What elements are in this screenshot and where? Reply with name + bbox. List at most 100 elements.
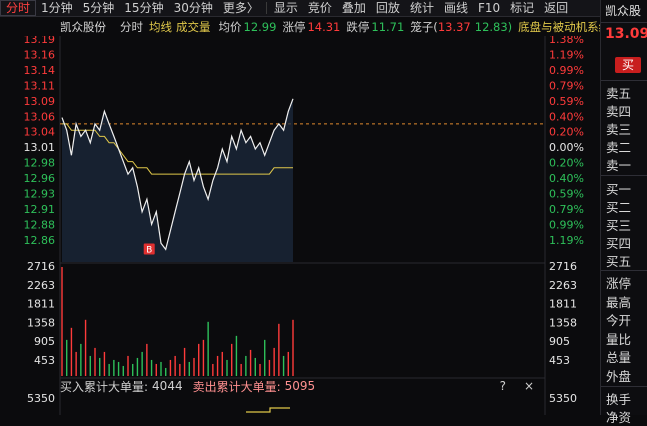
volume-tick-label-right: 453 xyxy=(549,354,570,367)
tab-1[interactable]: 1分钟 xyxy=(41,1,73,15)
large-order-indicator-line xyxy=(246,407,290,413)
sell-level-1[interactable]: 卖一 xyxy=(606,158,632,173)
price-tick-label: 13.01 xyxy=(24,141,56,154)
percent-tick-label: 0.79% xyxy=(549,79,584,92)
sell-level-2[interactable]: 卖二 xyxy=(606,140,632,155)
volume-tick-label: 2716 xyxy=(27,260,55,273)
stat-label-0: 涨停 xyxy=(606,276,632,291)
percent-tick-label: 0.99% xyxy=(549,218,584,231)
extra-label-0: 换手 xyxy=(606,391,632,407)
volume-label[interactable]: 成交量 xyxy=(176,20,211,34)
extra-label-1: 净资 xyxy=(606,409,632,425)
tab-12[interactable]: F10 xyxy=(477,1,501,15)
tab-4[interactable]: 30分钟 xyxy=(173,1,213,15)
percent-tick-label: 0.99% xyxy=(549,64,584,77)
buy-level-4[interactable]: 买四 xyxy=(606,236,632,251)
panel-divider xyxy=(601,175,647,176)
panel-divider xyxy=(601,385,647,387)
tab-5[interactable]: 更多〉 xyxy=(222,1,259,15)
sell-level-5[interactable]: 卖五 xyxy=(606,86,632,101)
period-toolbar: 分时 1分钟 5分钟 15分钟 30分钟 更多〉 显示 竞价 叠加 回放 统计 画线 F10 标记 返回 xyxy=(0,0,600,17)
volume-tick-label: 2263 xyxy=(27,279,55,292)
tab-13[interactable]: 标记 xyxy=(510,1,535,15)
buy-large-label: 买入累计大单量: xyxy=(60,379,149,394)
volume-tick-label-right: 905 xyxy=(549,335,570,348)
volume-tick-label-right: 1811 xyxy=(549,298,577,311)
price-tick-label: 13.11 xyxy=(24,79,56,92)
tab-2[interactable]: 5分钟 xyxy=(82,1,115,15)
tab-7[interactable]: 竞价 xyxy=(307,1,332,15)
price-tick-label: 13.09 xyxy=(24,95,56,108)
volume-tick-label-right: 1358 xyxy=(549,316,577,329)
avg-price-label: 均价 xyxy=(218,20,242,34)
info-bar: 凯众股份 分时 均线 成交量 均价 12.99 涨停 14.31 跌停 11.7… xyxy=(0,18,600,36)
buy-level-1[interactable]: 买一 xyxy=(606,182,632,197)
price-line xyxy=(61,98,294,251)
limit-up-label: 涨停 xyxy=(282,20,306,34)
sell-large-value: 5095 xyxy=(284,379,316,393)
percent-tick-label: 0.40% xyxy=(549,172,584,185)
cage-low: 12.83) xyxy=(474,20,513,34)
panel-price: 13.09 xyxy=(605,26,647,42)
tab-10[interactable]: 统计 xyxy=(409,1,434,15)
stat-label-5: 外盘 xyxy=(606,369,632,384)
tab-6[interactable]: 显示 xyxy=(273,1,298,15)
percent-tick-label: 0.59% xyxy=(549,95,584,108)
intraday-chart[interactable]: B 13.19 1.38% 13.16 1.19% 13.14 0.99% 13.11 0.79… xyxy=(0,36,600,415)
toolbar-separator xyxy=(265,2,267,14)
tab-11[interactable]: 画线 xyxy=(443,1,468,15)
buy-level-5[interactable]: 买五 xyxy=(606,254,632,269)
price-tick-label: 12.91 xyxy=(24,203,56,216)
volume-tick-label-right: 2263 xyxy=(549,279,577,292)
cage-label: 笼子( xyxy=(410,20,438,34)
stat-label-4: 总量 xyxy=(606,350,632,366)
percent-tick-label: 0.00% xyxy=(549,141,584,154)
percent-tick-label: 0.79% xyxy=(549,203,584,216)
sell-large-label: 卖出累计大单量: xyxy=(192,379,281,394)
price-tick-label: 12.93 xyxy=(24,188,56,201)
price-tick-label: 13.06 xyxy=(24,110,56,123)
panel-divider xyxy=(601,22,647,23)
price-tick-label: 13.14 xyxy=(24,64,56,77)
buy-signal-marker xyxy=(143,243,155,255)
avg-price-line xyxy=(62,123,293,175)
percent-tick-label: 1.38% xyxy=(549,36,584,46)
price-tick-label: 13.04 xyxy=(24,126,56,139)
stat-label-1: 最高 xyxy=(606,294,632,310)
buy-signal-label: B xyxy=(146,245,152,255)
tab-14[interactable]: 返回 xyxy=(544,1,569,15)
stock-name: 凯众股份 xyxy=(60,20,106,34)
sell-level-4[interactable]: 卖四 xyxy=(606,104,632,119)
help-icon[interactable]: ? xyxy=(499,379,506,393)
tab-3[interactable]: 15分钟 xyxy=(124,1,164,15)
period-label: 分时 xyxy=(120,20,143,34)
buy-button[interactable]: 买 xyxy=(615,57,641,73)
quote-panel: 凯众股 13.09 买 卖五 卖四 卖三 卖二 卖一 买一 买二 买三 买四 买五 涨停 最高 今开 量比… xyxy=(600,0,647,425)
volume-tick-label: 905 xyxy=(34,335,55,348)
percent-tick-label: 1.19% xyxy=(549,48,584,61)
large-order-bar: 买入累计大单量: 4044 卖出累计大单量: 5095 ? × xyxy=(60,378,540,394)
cage-high: 13.37 xyxy=(437,20,471,34)
stat-label-2: 今开 xyxy=(606,313,632,329)
info-tail-text: 底盘与被动机系统 xyxy=(518,20,600,34)
tab-0[interactable]: 分时 xyxy=(0,0,37,16)
price-tick-label: 13.19 xyxy=(24,36,56,46)
avg-price-value: 12.99 xyxy=(243,20,277,34)
percent-tick-label: 0.40% xyxy=(549,110,584,123)
tab-8[interactable]: 叠加 xyxy=(341,1,366,15)
price-tick-label: 13.16 xyxy=(24,48,56,61)
volume-tick-label-right: 2716 xyxy=(549,260,577,273)
panel-stock-name: 凯众股 xyxy=(605,4,642,18)
buy-level-3[interactable]: 买三 xyxy=(606,218,632,233)
price-tick-label: 12.88 xyxy=(24,218,56,231)
buy-large-value: 4044 xyxy=(152,379,183,393)
sub-axis-label: 5350 xyxy=(27,392,55,405)
buy-level-2[interactable]: 买二 xyxy=(606,200,632,215)
close-icon[interactable]: × xyxy=(523,379,534,393)
avg-line-label[interactable]: 均线 xyxy=(149,20,172,34)
sell-level-3[interactable]: 卖三 xyxy=(606,122,632,137)
price-tick-label: 12.98 xyxy=(24,157,56,170)
tab-9[interactable]: 回放 xyxy=(375,1,400,15)
percent-tick-label: 0.59% xyxy=(549,188,584,201)
limit-down-label: 跌停 xyxy=(346,20,370,34)
